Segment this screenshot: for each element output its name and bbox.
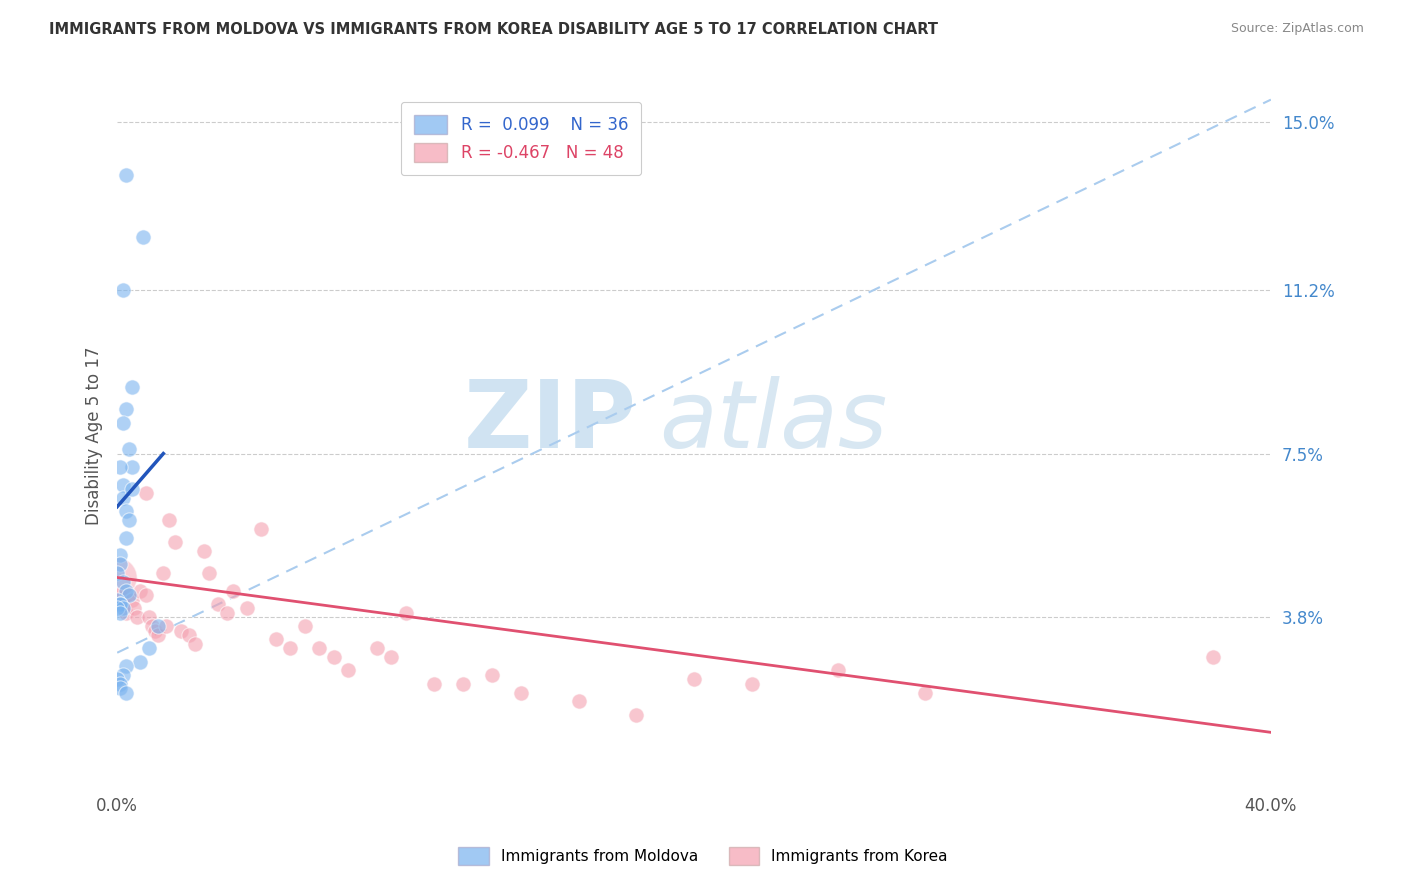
Point xyxy=(132,229,155,244)
Point xyxy=(308,641,330,656)
Point xyxy=(1202,650,1225,665)
Point xyxy=(121,380,143,394)
Point xyxy=(146,628,169,642)
Point xyxy=(221,583,243,598)
Point xyxy=(121,482,143,496)
Point xyxy=(141,619,163,633)
Point xyxy=(264,632,287,647)
Point xyxy=(111,601,134,615)
Text: atlas: atlas xyxy=(659,376,887,467)
Y-axis label: Disability Age 5 to 17: Disability Age 5 to 17 xyxy=(86,347,103,525)
Point xyxy=(138,610,160,624)
Point xyxy=(366,641,388,656)
Point xyxy=(118,442,141,457)
Point xyxy=(184,637,207,651)
Point xyxy=(278,641,301,656)
Point xyxy=(157,513,180,527)
Point xyxy=(111,416,134,430)
Point xyxy=(108,558,131,572)
Point xyxy=(111,597,134,611)
Point xyxy=(108,549,131,563)
Point xyxy=(108,681,131,695)
Point xyxy=(115,659,138,673)
Point xyxy=(118,588,141,602)
Point xyxy=(510,685,533,699)
Point xyxy=(115,606,138,620)
Point xyxy=(827,664,849,678)
Point xyxy=(394,606,416,620)
Point xyxy=(135,588,157,602)
Point xyxy=(155,619,177,633)
Point xyxy=(115,583,138,598)
Point xyxy=(105,592,128,607)
Point xyxy=(179,628,201,642)
Point xyxy=(105,601,128,615)
Point xyxy=(481,668,503,682)
Point xyxy=(453,676,475,690)
Point xyxy=(105,673,128,687)
Point xyxy=(138,641,160,656)
Point xyxy=(568,694,591,708)
Point xyxy=(105,566,128,580)
Point xyxy=(121,459,143,474)
Point xyxy=(215,606,238,620)
Point xyxy=(115,685,138,699)
Legend: Immigrants from Moldova, Immigrants from Korea: Immigrants from Moldova, Immigrants from… xyxy=(451,841,955,871)
Point xyxy=(118,588,141,602)
Point xyxy=(741,676,763,690)
Point xyxy=(111,668,134,682)
Point xyxy=(118,513,141,527)
Point xyxy=(193,544,215,558)
Point xyxy=(143,624,166,638)
Point xyxy=(423,676,446,690)
Text: ZIP: ZIP xyxy=(464,376,637,468)
Point xyxy=(121,592,143,607)
Point xyxy=(115,504,138,518)
Point xyxy=(236,601,259,615)
Point xyxy=(626,707,648,722)
Point xyxy=(127,610,149,624)
Point xyxy=(683,673,706,687)
Point xyxy=(111,574,134,589)
Point xyxy=(152,566,174,580)
Point xyxy=(135,486,157,500)
Point xyxy=(914,685,936,699)
Point xyxy=(146,619,169,633)
Point xyxy=(111,491,134,505)
Text: Source: ZipAtlas.com: Source: ZipAtlas.com xyxy=(1230,22,1364,36)
Point xyxy=(322,650,344,665)
Point xyxy=(294,619,316,633)
Point xyxy=(115,531,138,545)
Point xyxy=(198,566,221,580)
Point xyxy=(111,283,134,297)
Point xyxy=(163,535,186,549)
Point xyxy=(108,597,131,611)
Point xyxy=(105,570,128,584)
Point xyxy=(115,402,138,417)
Point xyxy=(169,624,191,638)
Point xyxy=(250,522,273,536)
Point xyxy=(111,477,134,491)
Point xyxy=(108,459,131,474)
Point xyxy=(115,168,138,182)
Point xyxy=(207,597,229,611)
Point xyxy=(108,606,131,620)
Point xyxy=(108,676,131,690)
Point xyxy=(108,597,131,611)
Legend: R =  0.099    N = 36, R = -0.467   N = 48: R = 0.099 N = 36, R = -0.467 N = 48 xyxy=(401,102,641,175)
Point xyxy=(124,601,146,615)
Point xyxy=(129,583,152,598)
Point xyxy=(336,664,359,678)
Text: IMMIGRANTS FROM MOLDOVA VS IMMIGRANTS FROM KOREA DISABILITY AGE 5 TO 17 CORRELAT: IMMIGRANTS FROM MOLDOVA VS IMMIGRANTS FR… xyxy=(49,22,938,37)
Point xyxy=(108,588,131,602)
Point xyxy=(129,655,152,669)
Point xyxy=(380,650,402,665)
